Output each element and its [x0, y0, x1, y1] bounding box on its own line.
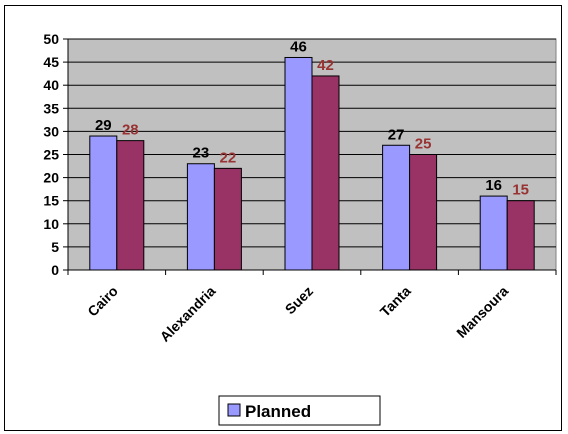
bar: [116, 140, 145, 271]
legend: Planned: [218, 395, 381, 426]
bar: [409, 154, 438, 271]
x-tick-label: Alexandria: [157, 283, 219, 345]
bar: [506, 200, 535, 271]
bar: [213, 167, 242, 271]
data-label: 22: [220, 149, 237, 166]
data-label: 29: [95, 117, 112, 134]
data-label: 42: [317, 57, 334, 74]
data-label: 27: [388, 126, 405, 143]
y-tick-label: 20: [43, 170, 59, 186]
bar: [284, 56, 313, 271]
y-axis: 0 5 10 15 20 25 30 35 40 45 50: [43, 31, 69, 278]
y-tick-label: 40: [43, 77, 59, 93]
y-tick-label: 5: [51, 239, 59, 255]
x-tick-label: Mansoura: [453, 283, 511, 341]
bar: [382, 144, 411, 271]
y-tick-label: 10: [43, 216, 59, 232]
data-label: 16: [485, 177, 502, 194]
x-tick-label: Cairo: [84, 283, 121, 320]
legend-box: [218, 395, 381, 426]
data-label: 28: [122, 122, 139, 139]
y-tick-label: 0: [51, 262, 59, 278]
y-tick-label: 15: [43, 193, 59, 209]
bar: [89, 135, 118, 271]
y-tick-label: 50: [43, 31, 59, 47]
bar: [186, 163, 215, 271]
data-label: 46: [290, 38, 307, 55]
data-labels: 29 28 23 22 46 42 27 25 16 15: [95, 38, 529, 198]
y-tick-label: 25: [43, 147, 59, 163]
x-axis: Cairo Alexandria Suez Tanta Mansoura: [67, 269, 557, 345]
y-tick-label: 45: [43, 54, 59, 70]
x-tick-label: Suez: [282, 283, 316, 317]
legend-swatch-planned: [227, 403, 241, 417]
data-label: 23: [193, 145, 210, 162]
x-tick-label: Tanta: [377, 283, 414, 320]
bar: [311, 75, 340, 271]
y-tick-label: 30: [43, 123, 59, 139]
data-label: 15: [512, 182, 529, 199]
y-tick-label: 35: [43, 100, 59, 116]
bar: [479, 195, 508, 271]
legend-label-planned: Planned: [245, 402, 311, 421]
data-label: 25: [415, 136, 432, 153]
